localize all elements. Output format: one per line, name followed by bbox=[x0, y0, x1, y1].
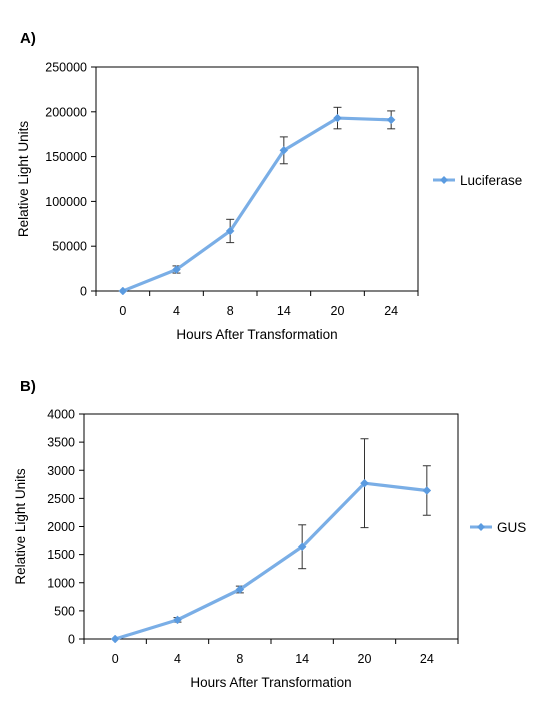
x-tick-label: 4 bbox=[174, 652, 181, 666]
x-tick-label: 20 bbox=[331, 304, 345, 318]
y-axis-title: Relative Light Units bbox=[16, 121, 31, 238]
data-point bbox=[172, 265, 181, 274]
data-point bbox=[173, 615, 182, 625]
x-tick-label: 8 bbox=[236, 652, 243, 666]
data-point bbox=[118, 286, 128, 296]
panel-label-a: A) bbox=[20, 30, 36, 47]
legend-marker bbox=[440, 176, 448, 184]
data-point bbox=[422, 486, 432, 495]
y-tick-label: 0 bbox=[80, 285, 87, 299]
x-axis-title: Hours After Transformation bbox=[176, 327, 337, 342]
x-tick-label: 0 bbox=[112, 652, 119, 666]
x-axis-title: Hours After Transformation bbox=[190, 675, 351, 690]
y-tick-label: 3000 bbox=[47, 464, 75, 478]
x-tick-label: 14 bbox=[295, 652, 309, 666]
data-point bbox=[297, 542, 307, 552]
plot-area: 0 500 1000 1500 2000 2500 3000 3500 4000 0 4 8 14 20 2… bbox=[13, 408, 526, 691]
y-tick-label: 150000 bbox=[45, 150, 87, 164]
series-line bbox=[114, 481, 428, 641]
y-tick-label: 1500 bbox=[47, 548, 75, 562]
data-point bbox=[110, 634, 120, 644]
panel-label-b: B) bbox=[20, 378, 36, 395]
y-tick-label: 500 bbox=[54, 604, 75, 618]
data-point bbox=[386, 115, 396, 125]
y-axis-title: Relative Light Units bbox=[13, 468, 28, 585]
data-point bbox=[235, 585, 245, 594]
plot-area: 0 50000 100000 150000 200000 250000 0 4 8 14 20 24 H… bbox=[16, 61, 522, 343]
series-line bbox=[122, 116, 392, 293]
y-tick-label: 0 bbox=[68, 633, 75, 647]
x-tick-label: 8 bbox=[227, 304, 234, 318]
y-tick-label: 3500 bbox=[47, 436, 75, 450]
legend-label: Luciferase bbox=[460, 173, 522, 188]
y-tick-label: 2000 bbox=[47, 520, 75, 534]
y-tick-label: 100000 bbox=[45, 195, 87, 209]
x-tick-label: 24 bbox=[384, 304, 398, 318]
legend-label: GUS bbox=[497, 520, 526, 535]
data-point bbox=[279, 145, 289, 155]
y-tick-label: 1000 bbox=[47, 576, 75, 590]
data-point bbox=[333, 113, 342, 123]
y-tick-label: 4000 bbox=[47, 408, 75, 422]
plot-frame bbox=[83, 413, 459, 640]
y-tick-label: 200000 bbox=[45, 105, 87, 119]
x-tick-label: 0 bbox=[119, 304, 126, 318]
x-tick-label: 24 bbox=[420, 652, 434, 666]
x-tick-label: 4 bbox=[173, 304, 180, 318]
y-tick-label: 250000 bbox=[45, 61, 87, 75]
x-tick-label: 20 bbox=[358, 652, 372, 666]
y-tick-label: 2500 bbox=[47, 492, 75, 506]
x-tick-label: 14 bbox=[277, 304, 291, 318]
y-tick-label: 50000 bbox=[52, 240, 87, 254]
legend-marker bbox=[477, 523, 485, 531]
data-point bbox=[360, 478, 369, 488]
data-point bbox=[225, 226, 235, 236]
